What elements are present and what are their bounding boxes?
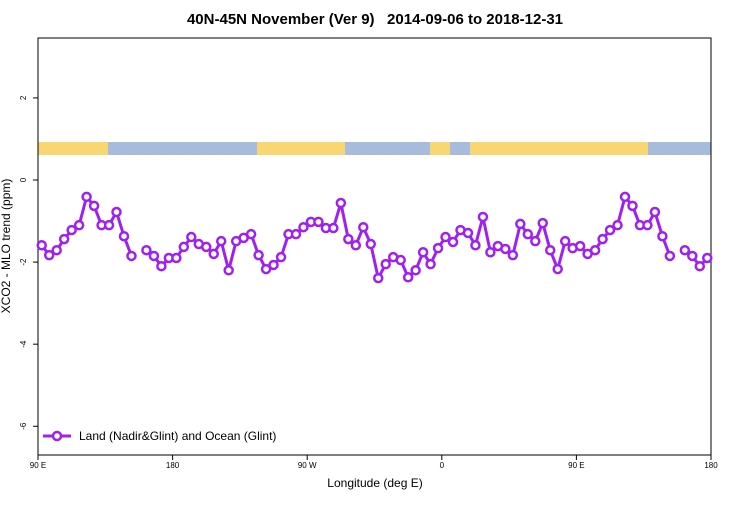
- series-point: [253, 249, 264, 261]
- series-point: [186, 231, 197, 243]
- legend-label: Land (Nadir&Glint) and Ocean (Glint): [79, 429, 276, 443]
- series-point: [141, 244, 152, 256]
- y-tick-label: -6: [19, 422, 28, 430]
- series-point: [500, 243, 511, 255]
- series-point: [702, 252, 713, 264]
- y-tick-label: 0: [19, 177, 28, 182]
- x-tick-label: 90 E: [568, 461, 584, 470]
- series-point: [522, 228, 534, 240]
- series-point: [425, 258, 436, 270]
- series-point: [36, 240, 47, 251]
- series-point: [358, 221, 369, 233]
- series-point: [679, 244, 691, 256]
- series-point: [313, 216, 324, 228]
- series-point: [73, 219, 85, 231]
- series-point: [612, 219, 623, 231]
- series-point: [417, 246, 429, 258]
- series-point: [215, 235, 227, 247]
- series-point: [126, 250, 137, 262]
- series-point: [485, 246, 496, 258]
- x-tick-label: 90 E: [30, 461, 46, 470]
- y-tick-label: 2: [19, 95, 28, 100]
- series-point: [537, 217, 548, 229]
- series-point: [649, 206, 661, 218]
- series-point: [223, 265, 234, 276]
- series-point: [88, 200, 100, 212]
- series-point: [290, 228, 302, 240]
- series-point: [657, 230, 668, 242]
- series-point: [208, 248, 219, 260]
- y-tick-label: -4: [19, 340, 28, 348]
- series-point: [664, 250, 676, 262]
- x-tick-label: 180: [704, 461, 718, 470]
- series-point: [372, 272, 384, 284]
- series-point: [515, 218, 526, 230]
- series-point: [619, 191, 631, 203]
- series-point: [66, 224, 77, 236]
- series-point: [245, 228, 257, 240]
- land-band: [38, 142, 108, 155]
- x-tick-label: 0: [440, 461, 445, 470]
- y-tick-label: -2: [19, 258, 28, 266]
- land-band: [470, 142, 648, 155]
- series-point: [552, 263, 563, 275]
- series-point: [51, 244, 62, 256]
- series-point: [574, 240, 586, 252]
- land-band: [257, 142, 345, 155]
- series-point: [694, 260, 706, 272]
- series-point: [440, 231, 451, 243]
- series-point: [462, 227, 474, 239]
- series-point: [380, 258, 391, 270]
- series-point: [687, 250, 698, 262]
- series-point: [103, 219, 115, 231]
- series-point: [627, 200, 638, 212]
- series-point: [260, 263, 272, 275]
- series-point: [201, 241, 212, 253]
- y-axis-label: XCO2 - MLO trend (ppm): [0, 179, 13, 314]
- land-band: [430, 142, 450, 155]
- series-point: [402, 272, 414, 283]
- series-point: [111, 206, 122, 218]
- series-point: [148, 250, 160, 262]
- series-point: [343, 233, 354, 245]
- series-point: [477, 211, 489, 223]
- series-point: [597, 233, 608, 245]
- series-point: [530, 235, 541, 247]
- series-point: [118, 230, 130, 242]
- series-point: [559, 235, 571, 247]
- series-point: [43, 249, 55, 261]
- series-point: [58, 233, 70, 245]
- series-point: [432, 242, 444, 254]
- series-point: [604, 224, 616, 236]
- series-point: [447, 236, 459, 248]
- series-point: [328, 222, 339, 234]
- x-axis-label: Longitude (deg E): [327, 476, 422, 490]
- series-point: [178, 241, 190, 253]
- series-point: [395, 254, 406, 266]
- series-point: [410, 265, 421, 276]
- series-point: [642, 219, 653, 231]
- series-point: [589, 244, 601, 256]
- series-point: [171, 252, 182, 264]
- x-tick-label: 180: [166, 461, 180, 470]
- series-point: [335, 197, 347, 209]
- chart-title: 40N-45N November (Ver 9) 2014-09-06 to 2…: [187, 11, 563, 28]
- surface-band: [38, 142, 711, 155]
- series-point: [544, 244, 556, 256]
- series-point: [298, 221, 309, 233]
- series-point: [470, 240, 481, 251]
- series-point: [156, 260, 167, 272]
- series-point: [81, 191, 92, 203]
- series-point: [275, 251, 287, 263]
- x-tick-label: 90 W: [298, 461, 317, 470]
- series-point: [350, 240, 362, 251]
- series-point: [507, 249, 519, 261]
- legend-marker: [51, 430, 63, 442]
- series-point: [268, 259, 279, 271]
- series-point: [365, 238, 377, 250]
